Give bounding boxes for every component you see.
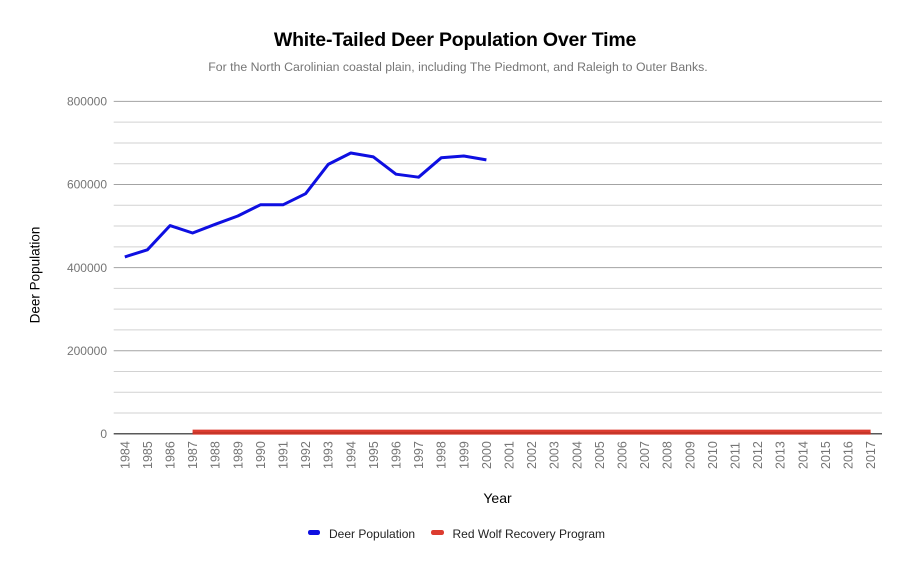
svg-text:2012: 2012 xyxy=(751,441,765,469)
svg-text:2016: 2016 xyxy=(842,441,856,469)
svg-text:2013: 2013 xyxy=(774,441,788,469)
svg-text:2001: 2001 xyxy=(503,441,517,469)
svg-text:2014: 2014 xyxy=(796,441,810,469)
svg-text:1994: 1994 xyxy=(344,441,358,469)
svg-text:2009: 2009 xyxy=(683,441,697,469)
svg-text:1997: 1997 xyxy=(412,441,426,469)
svg-text:1991: 1991 xyxy=(277,441,291,469)
svg-text:2011: 2011 xyxy=(729,442,743,469)
svg-text:2000: 2000 xyxy=(480,441,494,469)
svg-text:2010: 2010 xyxy=(706,441,720,469)
svg-text:2015: 2015 xyxy=(819,441,833,469)
svg-text:800000: 800000 xyxy=(67,95,107,109)
svg-text:2005: 2005 xyxy=(593,441,607,469)
svg-text:1986: 1986 xyxy=(164,441,178,469)
svg-text:1990: 1990 xyxy=(254,441,268,469)
svg-text:2004: 2004 xyxy=(570,441,584,469)
svg-text:2008: 2008 xyxy=(661,441,675,469)
svg-text:1988: 1988 xyxy=(209,441,223,469)
svg-text:400000: 400000 xyxy=(67,261,107,275)
svg-text:1984: 1984 xyxy=(118,441,132,469)
svg-text:0: 0 xyxy=(100,427,107,441)
svg-text:1993: 1993 xyxy=(322,441,336,469)
svg-text:1996: 1996 xyxy=(390,441,404,469)
svg-text:1987: 1987 xyxy=(186,441,200,469)
svg-text:2017: 2017 xyxy=(864,441,878,469)
svg-text:1999: 1999 xyxy=(457,441,471,469)
svg-text:600000: 600000 xyxy=(67,178,107,192)
svg-text:2003: 2003 xyxy=(548,441,562,469)
svg-text:2006: 2006 xyxy=(616,441,630,469)
svg-text:1995: 1995 xyxy=(367,441,381,469)
svg-text:1989: 1989 xyxy=(231,441,245,469)
svg-text:2007: 2007 xyxy=(638,441,652,469)
svg-text:200000: 200000 xyxy=(67,344,107,358)
svg-text:1985: 1985 xyxy=(141,441,155,469)
svg-text:1992: 1992 xyxy=(299,441,313,469)
svg-text:1998: 1998 xyxy=(435,441,449,469)
svg-text:2002: 2002 xyxy=(525,441,539,469)
